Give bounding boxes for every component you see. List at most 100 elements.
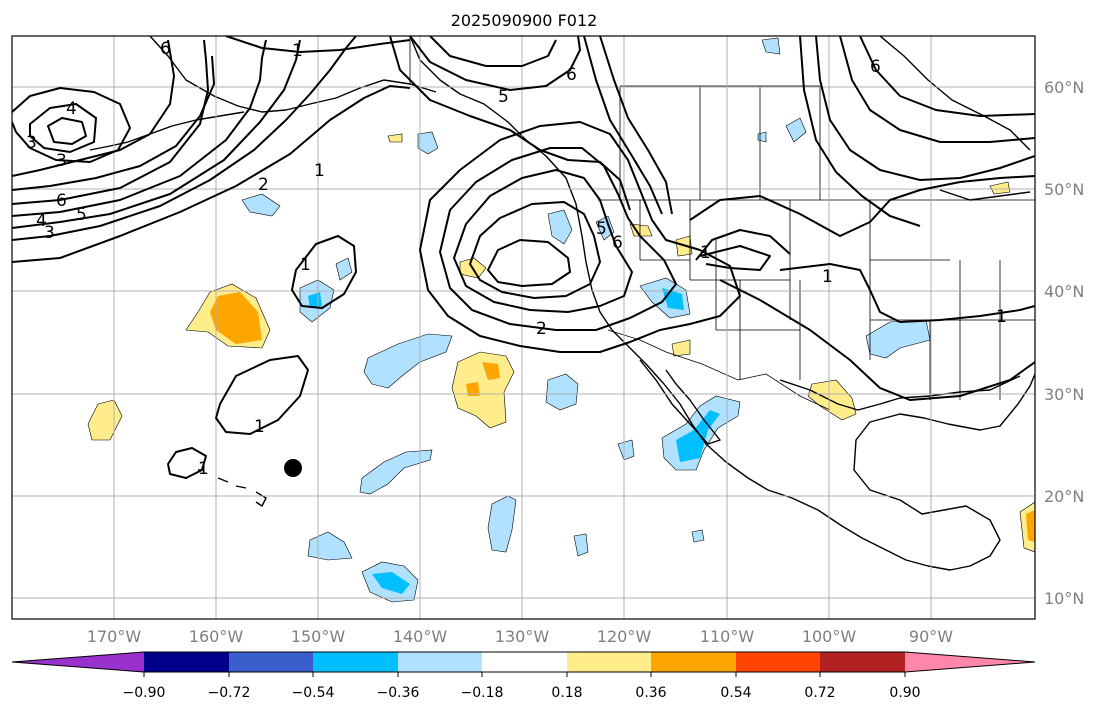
colorbar-tick-label: 0.54 [720,685,751,701]
contour-label: 2 [536,319,547,339]
contour-line [779,263,1035,323]
negative-anomaly-area [757,131,767,143]
longitude-label: 90°W [909,627,953,646]
colorbar-tick-label: 0.36 [635,685,666,701]
contour-line [689,175,1035,237]
map-background [12,36,1035,619]
contour-label: 1 [198,459,209,479]
contour-line [859,36,1035,117]
contour-line [839,36,1035,143]
contour-line [291,235,357,309]
negative-anomaly-area [865,319,931,359]
colorbar-tick-label: −0.54 [292,685,335,701]
negative-anomaly-core [372,572,410,594]
negative-anomaly-area [617,439,635,461]
contour-label: 1 [300,255,311,275]
contour-line [47,117,87,145]
colorbar-segment [229,652,313,672]
contour-line [469,201,601,299]
contour-label: 5 [498,87,509,107]
colorbar-tick-label: 0.90 [889,685,920,701]
colorbar-tick-label: −0.18 [461,685,504,701]
contour-line [599,36,673,215]
contour-line [389,36,631,211]
positive-anomaly-area [629,223,653,237]
contour-label: 1 [700,243,711,263]
contour-label: 1 [314,161,325,181]
positive-anomaly-area [387,133,403,143]
negative-anomaly-area [595,215,615,241]
negative-anomaly-area [487,495,517,553]
contour-line [12,55,215,191]
negative-anomaly-area [335,257,353,281]
contour-label: 6 [870,57,881,77]
latitude-label: 50°N [1044,180,1084,199]
negative-anomaly-area [307,531,353,561]
contour-line [409,36,581,91]
colorbar-low-extension [12,652,144,672]
positive-anomaly-core [1026,510,1035,542]
contours [12,36,1035,479]
colorbar-tick-label: 0.72 [804,685,835,701]
colorbar: −0.90 −0.72 −0.54 −0.36 −0.18 0.18 0.36 … [11,651,1036,701]
colorbar-segment [313,652,398,672]
positive-anomaly-core [466,362,500,396]
point-marker [284,459,302,477]
contour-line [439,147,677,331]
negative-anomaly-core [676,410,720,462]
contour-label: 1 [822,267,833,287]
contour-line [12,87,131,163]
graticule [12,36,1035,619]
contour-line [429,36,557,67]
longitude-label: 140°W [393,627,448,646]
colorbar-tick-label: −0.90 [123,685,166,701]
colorbar-segment [398,652,482,672]
positive-anomaly-area [671,339,691,357]
negative-anomaly-area [573,533,589,557]
positive-anomaly-core [210,292,262,344]
negative-anomaly-area [241,193,281,217]
contour-line [419,121,741,353]
contour-line [799,36,921,227]
colorbar-segment [736,652,820,672]
contour-label: 1 [292,41,303,61]
contour-label: 4 [36,211,47,231]
contour-label: 4 [66,99,77,119]
contour-label: 6 [56,191,67,211]
contour-label: 2 [258,175,269,195]
negative-anomaly-area [691,529,705,543]
latitude-label: 20°N [1044,487,1084,506]
longitude-label: 130°W [495,627,550,646]
contour-line [12,39,209,205]
alaska-coast [149,36,437,113]
latitude-label: 30°N [1044,385,1084,404]
contour-line [167,447,207,479]
contour-line [12,85,411,263]
contour-label: 1 [996,307,1007,327]
contour-line [453,169,633,313]
contour-line [12,39,301,229]
longitude-label: 170°W [87,627,142,646]
contour-label: 1 [254,417,265,437]
latitude-label: 60°N [1044,78,1084,97]
contour-label: 3 [56,151,67,171]
contour-labels: 1 1 1 1 1 1 1 1 2 2 3 3 3 4 4 5 5 5 6 6 … [26,39,1007,479]
colorbar-segment [144,652,229,672]
colorbar-high-extension [905,652,1035,672]
contour-line [719,279,1035,401]
colorbar-segment [820,652,905,672]
positive-anomaly-area [989,181,1011,195]
contour-line [695,229,791,261]
contour-line [29,103,97,153]
latitude-label: 10°N [1044,589,1084,608]
north-america-coast [409,36,1035,571]
negative-anomaly-area [417,131,439,155]
contour-label: 3 [26,133,37,153]
contour-line [12,39,175,177]
contour-label: 6 [160,39,171,59]
contour-line [487,239,571,287]
longitude-label: 110°W [700,627,755,646]
baja-california-coast [639,359,721,445]
colorbar-tick-label: −0.36 [377,685,420,701]
